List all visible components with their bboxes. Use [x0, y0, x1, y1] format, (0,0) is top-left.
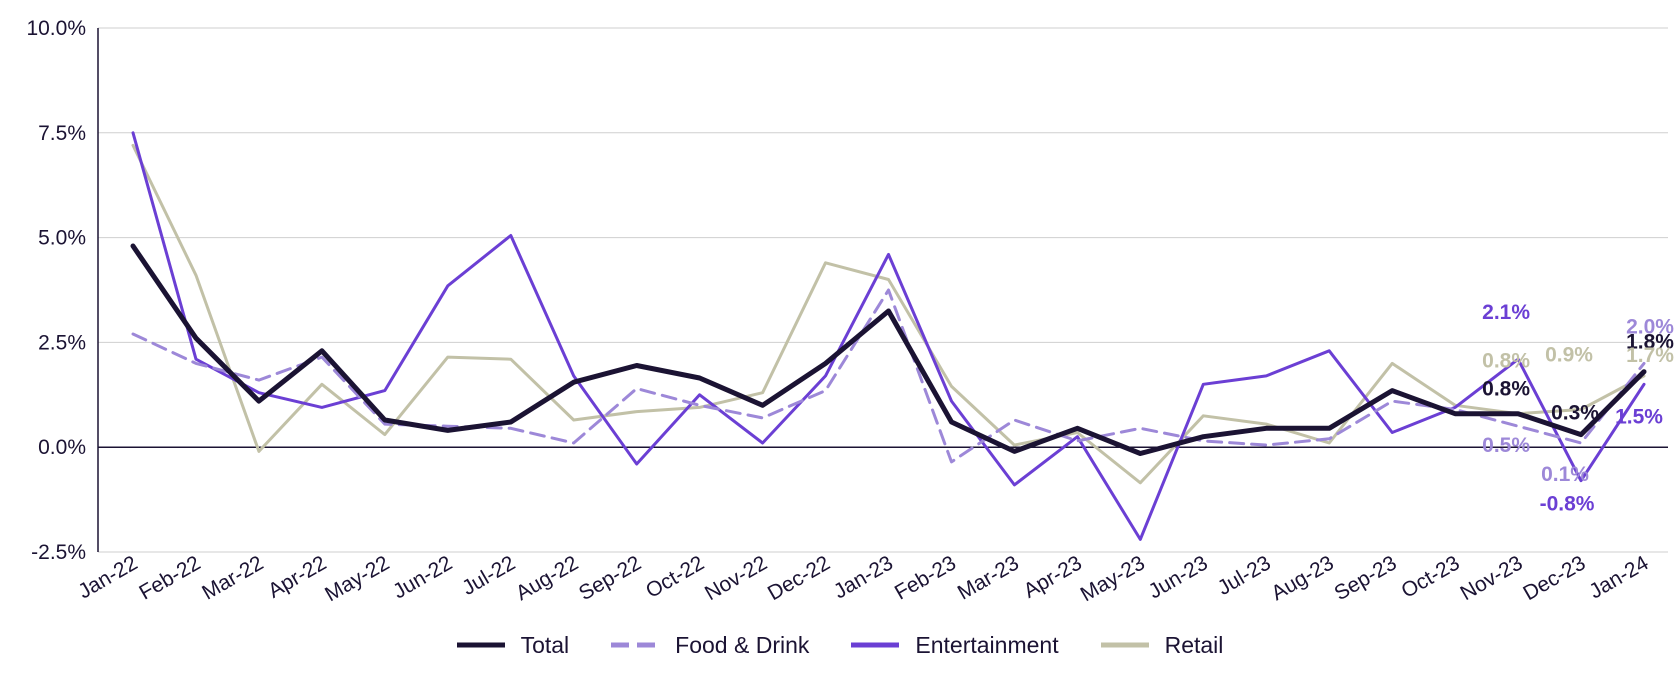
- x-tick-label: Feb-23: [891, 551, 960, 604]
- x-tick-label: Oct-22: [642, 551, 708, 602]
- x-tick-label: Jan-23: [830, 551, 897, 603]
- x-tick-label: Dec-23: [1519, 551, 1589, 605]
- data-label-total: 0.8%: [1482, 378, 1530, 401]
- x-tick-label: Aug-22: [512, 551, 582, 605]
- legend-swatch-total: [456, 642, 505, 648]
- x-tick-label: May-23: [1077, 551, 1149, 606]
- data-labels: 2.1% 0.8% 0.8% 0.5% 0.9% 0.3% 0.1% -0.8% 2.0%1.8…: [1482, 301, 1674, 516]
- data-label-food: 0.5%: [1482, 434, 1530, 457]
- legend-label-entertainment: Entertainment: [915, 631, 1059, 658]
- legend-item-total: Total: [453, 631, 570, 659]
- x-tick-label: Mar-23: [954, 551, 1023, 604]
- x-tick-label: Jan-24: [1585, 551, 1652, 603]
- x-tick-label: Nov-23: [1456, 551, 1526, 605]
- data-label-entertainment: 2.1%: [1482, 301, 1530, 324]
- x-tick-label: Jul-22: [458, 551, 519, 600]
- x-tick-label: Oct-23: [1398, 551, 1464, 602]
- legend-item-retail: Retail: [1097, 631, 1224, 659]
- data-label-food: 0.1%: [1541, 463, 1589, 486]
- x-tick-label: Nov-22: [701, 551, 771, 605]
- y-tick-label: 5.0%: [38, 227, 86, 250]
- x-tick-label: Jul-23: [1214, 551, 1275, 600]
- legend-item-entertainment: Entertainment: [847, 631, 1059, 659]
- data-label-total: 1.8%: [1626, 331, 1674, 354]
- y-tick-label: -2.5%: [31, 541, 86, 564]
- gridlines: [98, 27, 1668, 553]
- legend-label-total: Total: [520, 631, 570, 658]
- data-label-retail: 0.8%: [1482, 350, 1530, 373]
- data-label-retail: 0.9%: [1545, 343, 1593, 366]
- y-tick-label: 10.0%: [26, 17, 86, 40]
- x-tick-label: Jun-23: [1145, 551, 1212, 603]
- y-axis-ticks: 10.0% 7.5% 5.0% 2.5% 0.0% -2.5%: [26, 17, 86, 564]
- x-tick-label: Aug-23: [1268, 551, 1338, 605]
- y-tick-label: 2.5%: [38, 331, 86, 354]
- x-tick-label: Dec-22: [764, 551, 834, 605]
- legend-swatch-retail: [1100, 642, 1149, 648]
- series-line-food: [131, 288, 1646, 464]
- y-tick-label: 0.0%: [38, 436, 86, 459]
- x-tick-label: Sep-22: [575, 551, 645, 605]
- legend-label-food: Food & Drink: [675, 631, 810, 658]
- legend-swatch-entertainment: [851, 642, 900, 648]
- x-tick-label: Sep-23: [1331, 551, 1401, 605]
- x-tick-label: May-22: [321, 551, 393, 606]
- series-line-retail: [131, 143, 1646, 485]
- x-tick-label: Apr-22: [264, 551, 330, 602]
- data-label-entertainment: 1.5%: [1615, 405, 1663, 428]
- data-label-retail: 1.7%: [1626, 344, 1674, 367]
- y-tick-label: 7.5%: [38, 122, 86, 145]
- x-tick-label: Feb-22: [135, 551, 204, 604]
- data-label-food: 2.0%: [1626, 315, 1674, 338]
- series-line-total: [130, 243, 1647, 456]
- data-label-entertainment: -0.8%: [1540, 493, 1595, 516]
- legend: Total Food & Drink Entertainment Retail: [0, 627, 1676, 663]
- series-line-entertainment: [131, 131, 1646, 541]
- x-tick-label: Mar-22: [198, 551, 267, 604]
- legend-label-retail: Retail: [1164, 631, 1224, 658]
- x-tick-label: Jun-22: [389, 551, 456, 603]
- series-lines: [130, 131, 1647, 541]
- data-label-total: 0.3%: [1551, 402, 1599, 425]
- legend-item-food: Food & Drink: [607, 632, 809, 659]
- legend-swatch-food: [611, 642, 660, 648]
- x-tick-label: Apr-23: [1020, 551, 1086, 602]
